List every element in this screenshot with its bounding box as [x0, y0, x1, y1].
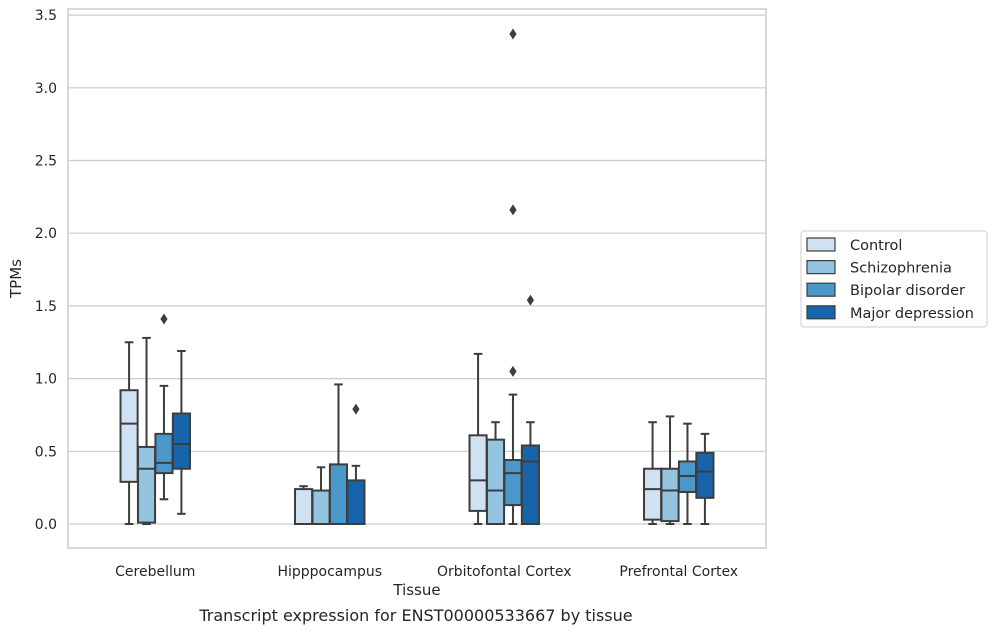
x-axis-label: Tissue — [392, 581, 440, 599]
box — [346, 479, 366, 525]
box — [468, 434, 488, 512]
box — [520, 444, 540, 525]
box — [503, 459, 523, 507]
y-axis-label: TPMs — [7, 259, 25, 299]
box — [294, 488, 314, 525]
legend-swatch — [806, 237, 836, 252]
y-tick-label: 0.0 — [35, 517, 57, 533]
legend-label: Major depression — [850, 306, 974, 322]
box — [328, 463, 349, 525]
x-tick-label: Prefrontal Cortex — [619, 564, 738, 580]
y-tick-label: 0.5 — [35, 444, 57, 460]
box — [660, 467, 680, 523]
y-tick-label: 2.0 — [35, 226, 57, 242]
outlier-point — [160, 313, 168, 325]
box — [485, 438, 506, 526]
box — [643, 467, 663, 521]
y-tick-label: 3.5 — [35, 8, 57, 24]
legend-box — [800, 230, 988, 328]
legend-label: Bipolar disorder — [850, 283, 965, 299]
x-tick-label: Hipppocampus — [277, 564, 382, 580]
y-tick-label: 2.5 — [35, 153, 57, 169]
y-tick-label: 1.0 — [35, 372, 57, 388]
plot-frame — [67, 8, 767, 549]
box — [171, 412, 191, 470]
x-tick-label: Orbitofontal Cortex — [437, 564, 572, 580]
legend-swatch — [806, 260, 836, 275]
x-tick-label: Cerebellum — [115, 564, 195, 580]
outlier-point — [509, 28, 517, 40]
legend-label: Schizophrenia — [850, 261, 952, 277]
outlier-point — [526, 294, 535, 306]
y-tick-label: 1.5 — [35, 299, 57, 315]
chart-caption: Transcript expression for ENST0000053366… — [199, 606, 633, 625]
box — [695, 451, 715, 499]
outlier-point — [509, 365, 517, 377]
legend-swatch — [806, 305, 836, 320]
legend-label: Control — [850, 238, 902, 254]
box — [119, 389, 139, 483]
outlier-point — [352, 403, 360, 415]
y-tick-label: 3.0 — [35, 81, 57, 97]
outlier-point — [509, 204, 517, 216]
legend-swatch — [806, 282, 836, 297]
box — [311, 489, 331, 525]
box — [136, 445, 157, 524]
box — [154, 432, 174, 475]
